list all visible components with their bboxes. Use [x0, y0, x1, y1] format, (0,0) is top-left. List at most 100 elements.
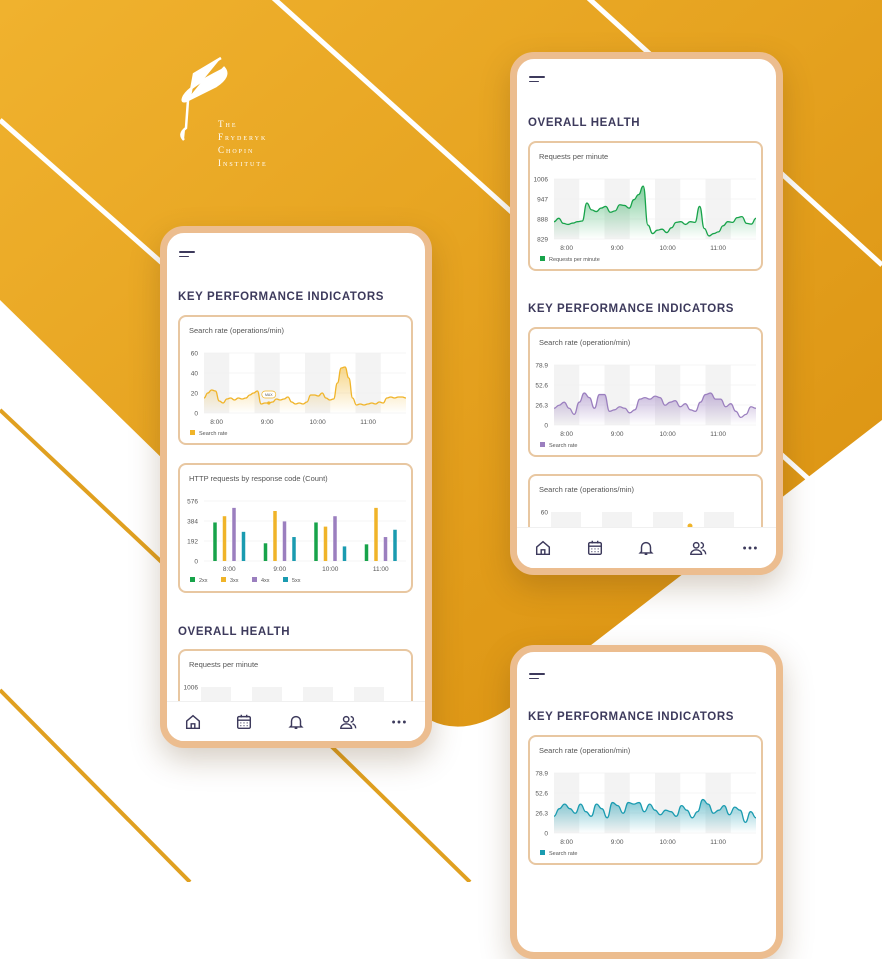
tooltip — [261, 390, 277, 399]
bar-4xx — [333, 516, 337, 561]
data-point — [267, 401, 271, 405]
chart-title: Requests per minute — [189, 660, 259, 669]
x-tick-label: 9:00 — [611, 431, 624, 438]
chart-title: Search rate (operation/min) — [539, 338, 631, 347]
x-tick-label: 11:00 — [710, 245, 726, 252]
x-tick-label: 8:00 — [560, 245, 573, 252]
section-heading: KEY PERFORMANCE INDICATORS — [528, 711, 735, 723]
y-tick-label: 829 — [537, 237, 548, 244]
legend-swatch — [190, 430, 195, 435]
users-icon[interactable] — [339, 713, 357, 731]
bar-4xx — [232, 507, 236, 561]
x-tick-label: 8:00 — [560, 431, 573, 438]
phone-health: OVERALL HEALTH Requests per minute 829 888… — [510, 52, 783, 575]
bar-5xx — [393, 529, 397, 561]
legend-swatch — [540, 442, 545, 447]
bar-2xx — [213, 522, 217, 561]
phone-kpi-2: KEY PERFORMANCE INDICATORS Search rate (… — [510, 645, 783, 959]
chopin-logo — [180, 56, 228, 141]
bar-3xx — [374, 507, 378, 561]
legend-swatch — [221, 577, 226, 582]
bell-icon[interactable] — [287, 713, 305, 731]
x-tick-label: 8:00 — [210, 419, 223, 426]
legend-label: Search rate — [549, 443, 577, 449]
bar-4xx — [383, 537, 388, 561]
bar-5xx — [342, 546, 347, 561]
series-line — [203, 366, 407, 406]
x-tick-label: 11:00 — [710, 431, 726, 438]
section-heading: OVERALL HEALTH — [178, 626, 291, 638]
bar-4xx — [282, 521, 287, 561]
bottom-nav — [167, 701, 425, 741]
y-tick-label: 1006 — [534, 177, 549, 184]
bar-5xx — [292, 537, 296, 561]
bar-3xx — [222, 516, 227, 561]
more-icon[interactable] — [390, 713, 408, 731]
y-tick-label: 384 — [187, 519, 198, 526]
chart-title: Search rate (operations/min) — [189, 326, 285, 335]
legend-label: Search rate — [199, 431, 227, 437]
series-line — [553, 185, 757, 237]
x-tick-label: 9:00 — [611, 245, 624, 252]
y-tick-label: 26.3 — [535, 811, 548, 818]
series-line — [553, 798, 757, 824]
menu-icon[interactable] — [529, 76, 545, 84]
y-tick-label: 78.9 — [535, 363, 548, 370]
y-tick-label: 26.3 — [535, 403, 548, 410]
y-tick-label: 1006 — [184, 685, 199, 692]
bar-2xx — [263, 543, 268, 561]
home-icon[interactable] — [184, 713, 202, 731]
legend-label: 3xx — [230, 578, 239, 584]
x-tick-label: 10:00 — [659, 839, 676, 846]
menu-icon[interactable] — [179, 251, 195, 259]
section-heading: OVERALL HEALTH — [528, 117, 641, 129]
series-area — [554, 393, 756, 425]
legend-swatch — [540, 850, 545, 855]
phone-kpi: KEY PERFORMANCE INDICATORS Search rate (… — [160, 226, 432, 748]
http-requests-chart: HTTP requests by response code (Count) 0 1… — [178, 463, 413, 593]
logo-text: The Fryderyk Chopin Institute — [218, 119, 268, 168]
y-tick-label: 0 — [194, 559, 198, 566]
section-heading: KEY PERFORMANCE INDICATORS — [178, 291, 385, 303]
calendar-icon[interactable] — [586, 539, 604, 557]
search-rate-chart: Search rate (operations/min) 0 20 40 60 8:00 9… — [178, 315, 413, 445]
x-tick-label: 10:00 — [309, 419, 326, 426]
chart-title: Requests per minute — [539, 152, 609, 161]
y-tick-label: 192 — [187, 539, 198, 546]
legend-swatch — [540, 256, 545, 261]
users-icon[interactable] — [689, 539, 707, 557]
calendar-icon[interactable] — [235, 713, 253, 731]
more-icon[interactable] — [741, 539, 759, 557]
bar-5xx — [241, 531, 246, 561]
x-tick-label: 11:00 — [360, 419, 376, 426]
section-heading: KEY PERFORMANCE INDICATORS — [528, 303, 735, 315]
x-tick-label: 9:00 — [611, 839, 624, 846]
x-tick-label: 8:00 — [223, 566, 236, 573]
legend-label: Search rate — [549, 851, 577, 857]
y-tick-label: 60 — [191, 351, 199, 358]
x-tick-label: 10:00 — [322, 566, 339, 573]
series-area — [204, 367, 406, 413]
x-tick-label: 8:00 — [560, 839, 573, 846]
tooltip-text: MAX — [265, 393, 273, 397]
y-tick-label: 0 — [544, 423, 548, 430]
legend-swatch — [283, 577, 288, 582]
bar-3xx — [273, 511, 277, 561]
series-line — [553, 392, 757, 419]
series-area — [554, 799, 756, 833]
y-tick-label: 20 — [191, 391, 199, 398]
bar-3xx — [323, 526, 328, 561]
chart-title: Search rate (operations/min) — [539, 485, 635, 494]
legend-label: 2xx — [199, 578, 208, 584]
bell-icon[interactable] — [637, 539, 655, 557]
search-rate-chart: Search rate (operation/min) 0 26.3 52.6 78.9… — [528, 735, 763, 865]
menu-icon[interactable] — [529, 673, 545, 681]
y-tick-label: 60 — [541, 510, 549, 517]
x-tick-label: 9:00 — [261, 419, 274, 426]
legend-label: 4xx — [261, 578, 270, 584]
requests-chart: Requests per minute 829 888 947 1006 8:00 9:00… — [528, 141, 763, 271]
search-rate-chart: Search rate (operation/min) 0 26.3 52.6 78.9… — [528, 327, 763, 457]
home-icon[interactable] — [534, 539, 552, 557]
y-tick-label: 947 — [537, 197, 548, 204]
x-tick-label: 11:00 — [710, 839, 726, 846]
